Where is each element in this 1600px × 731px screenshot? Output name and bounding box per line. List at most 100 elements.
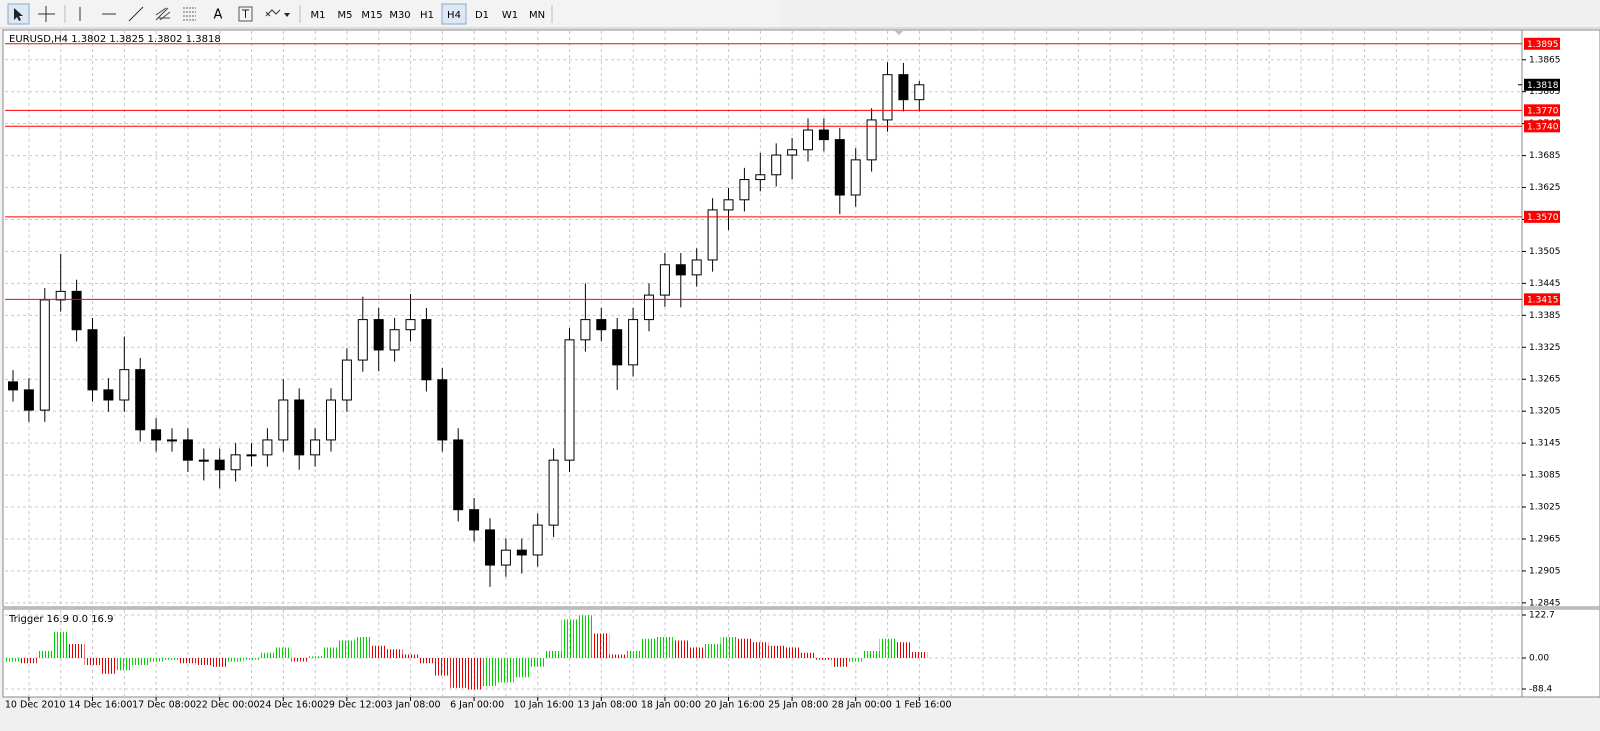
label-tool[interactable] (238, 6, 253, 22)
timeframe-button[interactable]: W1 (502, 10, 518, 21)
candle-body (882, 74, 893, 121)
candle-body (326, 399, 336, 441)
y-tick-label: 0.00 (1529, 654, 1549, 664)
chart-title: EURUSD,H4 1.3802 1.3825 1.3802 1.3818 (9, 34, 221, 45)
y-tick-label: 1.3085 (1529, 471, 1561, 481)
histogram-bar (895, 642, 912, 659)
histogram-bar (784, 647, 801, 659)
histogram-bar (911, 652, 928, 659)
candle-body (87, 329, 98, 391)
x-tick-label: 13 Jan 08:00 (577, 700, 637, 711)
candle-body (548, 459, 559, 526)
candle-body (818, 129, 829, 141)
candle-body (723, 199, 734, 211)
histogram-bar (354, 636, 371, 659)
candle-body (55, 290, 66, 301)
arrows-dropdown[interactable] (284, 13, 290, 17)
candle-body (373, 319, 384, 351)
candle-body (8, 381, 18, 391)
candle-body (310, 439, 321, 456)
last-price-label: 1.3818 (1527, 81, 1559, 91)
level-label: 1.3895 (1527, 40, 1559, 50)
x-tick-label: 10 Dec 2010 (5, 700, 66, 711)
candle-body (198, 459, 209, 462)
candle-body (151, 429, 162, 441)
cursor-icon (14, 8, 23, 21)
histogram-bar (466, 658, 483, 690)
candle-body (532, 524, 543, 556)
level-label: 1.3740 (1527, 122, 1559, 132)
x-tick-label: 24 Dec 16:00 (259, 700, 323, 711)
timeframe-button[interactable]: M1 (311, 10, 326, 21)
histogram-bar (863, 651, 880, 659)
candle-body (644, 294, 654, 321)
channel-tool[interactable] (155, 7, 171, 21)
x-tick-label: 17 Dec 08:00 (132, 700, 196, 711)
histogram-bar (561, 619, 578, 659)
x-tick-label: 29 Dec 12:00 (323, 700, 387, 711)
candle-body (71, 290, 82, 331)
histogram-bar (323, 647, 339, 659)
histogram-bar (418, 658, 435, 664)
x-tick-label: 28 Jan 00:00 (832, 700, 892, 711)
histogram-bar (307, 656, 324, 659)
crosshair-tool[interactable] (38, 6, 55, 22)
y-tick-label: 1.3325 (1529, 343, 1561, 353)
histogram-bar (386, 649, 403, 659)
candle-body (485, 529, 495, 566)
histogram-bar (593, 633, 610, 659)
candle-body (262, 439, 273, 456)
histogram-bar (545, 651, 562, 659)
x-tick-label: 18 Jan 00:00 (641, 700, 701, 711)
candle-body (389, 329, 400, 351)
timeframe-button[interactable]: H1 (420, 10, 434, 21)
timeframe-button[interactable]: D1 (475, 10, 489, 21)
candle-body (866, 119, 877, 161)
trendline-tool[interactable] (128, 6, 144, 22)
histogram-bar (450, 658, 467, 688)
level-label-box (1524, 120, 1560, 133)
timeframe-button-active[interactable] (441, 3, 467, 25)
candle-body (675, 264, 686, 276)
main-chart-panel (2, 29, 1600, 608)
text-tool[interactable]: A (214, 8, 223, 23)
timeframe-button[interactable]: MN (529, 10, 545, 21)
histogram-bar (100, 658, 117, 674)
histogram-bar (847, 658, 864, 662)
candle-body (898, 74, 909, 101)
histogram-bar (815, 658, 832, 660)
label-icon (242, 9, 249, 18)
timeframe-button[interactable]: M30 (389, 10, 410, 21)
histogram-bar (164, 658, 180, 660)
candle-body (437, 379, 448, 441)
y-tick-label: 1.2905 (1529, 566, 1561, 576)
histogram-bar (52, 631, 69, 659)
x-tick-label: 1 Feb 16:00 (895, 700, 951, 711)
y-tick-label: 1.2845 (1529, 598, 1561, 608)
histogram-bar (68, 643, 85, 659)
timeframe-button[interactable]: H4 (447, 10, 461, 21)
arrows-tool[interactable] (265, 9, 281, 17)
toolbar-background (0, 0, 780, 28)
x-tick-label: 6 Jan 00:00 (450, 700, 504, 711)
timeframe-button[interactable]: M5 (338, 10, 353, 21)
histogram-bar (736, 638, 753, 659)
toolbar: A M1 M5 M15 M30 H1 H4 D1 W1 MN (0, 0, 1600, 29)
histogram-bar (800, 652, 816, 659)
histogram-bar (291, 658, 308, 662)
level-label-box (1524, 210, 1560, 223)
last-price-box (1524, 78, 1560, 91)
y-tick-label: 1.3445 (1529, 279, 1561, 289)
histogram-bar (211, 658, 228, 667)
candle-body (405, 319, 416, 331)
candle-body (771, 154, 782, 176)
candle-body (580, 319, 591, 341)
histogram-bar (609, 654, 626, 659)
histogram-bar (831, 658, 848, 667)
candle-body (659, 264, 670, 296)
timeframe-button[interactable]: M15 (361, 10, 382, 21)
y-tick-label: 1.2965 (1529, 534, 1561, 544)
histogram-bar (132, 658, 149, 666)
histogram-bar (227, 658, 244, 662)
fibonacci-tool[interactable] (183, 7, 196, 21)
